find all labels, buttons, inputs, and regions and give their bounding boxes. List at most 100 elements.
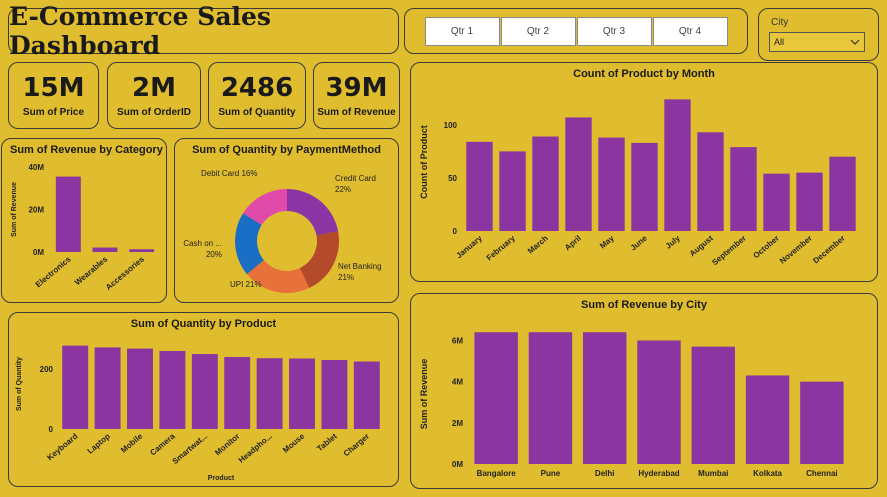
pie-slice-label: Net Banking	[338, 262, 382, 271]
bar	[697, 132, 724, 231]
quantity-by-payment-card: Sum of Quantity by PaymentMethod Credit …	[174, 138, 399, 303]
x-tick-label: Headpho...	[237, 432, 274, 465]
bar	[499, 151, 526, 231]
pie-slice	[287, 189, 339, 236]
y-tick-label: 4M	[452, 378, 463, 387]
qtr-1-button[interactable]: Qtr 1	[424, 16, 500, 46]
city-dropdown[interactable]: All	[769, 32, 865, 52]
bar	[532, 136, 559, 231]
revenue-by-category-chart: 0M 20M 40M Sum of Revenue Electronics Wearabl…	[11, 163, 155, 292]
x-tick-label: March	[526, 234, 550, 256]
page-title: E-Commerce Sales Dashboard	[9, 2, 272, 60]
x-tick-label: July	[664, 233, 682, 251]
x-tick-label: Mouse	[281, 431, 307, 455]
y-tick-label: 0M	[452, 460, 463, 469]
x-tick-label: Charger	[342, 432, 371, 459]
y-tick-label: 0	[453, 227, 458, 236]
x-tick-label: Chennai	[806, 469, 838, 478]
chart-title: Sum of Quantity by Product	[130, 318, 277, 330]
y-tick-label: 2M	[452, 419, 463, 428]
bar	[191, 354, 218, 429]
x-tick-label: Mumbai	[698, 469, 728, 478]
kpi-sum-of-orderid: 2M Sum of OrderID	[107, 62, 201, 129]
x-tick-label: December	[811, 234, 846, 266]
pie-slice	[299, 231, 339, 289]
bar	[474, 332, 518, 464]
x-tick-label: Pune	[541, 469, 561, 478]
x-tick-label: Laptop	[86, 432, 112, 456]
kpi-label: Sum of Quantity	[218, 107, 296, 118]
x-tick-label: Delhi	[595, 469, 615, 478]
bar	[466, 141, 493, 231]
bar	[664, 99, 691, 231]
x-tick-label: Mobile	[119, 431, 145, 455]
kpi-sum-of-quantity: 2486 Sum of Quantity	[208, 62, 306, 129]
kpi-sum-of-price: 15M Sum of Price	[8, 62, 99, 129]
x-tick-label: September	[710, 234, 747, 267]
bar	[127, 348, 153, 429]
quarter-slicer: Qtr 1 Qtr 2 Qtr 3 Qtr 4	[404, 8, 748, 54]
x-tick-label: November	[778, 234, 814, 266]
bar	[256, 358, 283, 429]
bar	[829, 156, 856, 231]
qtr-2-button[interactable]: Qtr 2	[500, 16, 576, 46]
y-tick-label: 100	[444, 121, 458, 130]
bar	[528, 332, 573, 464]
bar	[631, 142, 658, 231]
qtr-4-button[interactable]: Qtr 4	[652, 16, 728, 46]
bar	[129, 249, 155, 252]
y-tick-label: 6M	[452, 336, 463, 345]
city-dropdown-value: All	[774, 37, 785, 47]
pie-slice-label: 22%	[335, 185, 351, 194]
x-tick-label: Electronics	[34, 254, 73, 289]
qtr-3-button[interactable]: Qtr 3	[576, 16, 652, 46]
pie-slice-label: Credit Card	[335, 174, 376, 183]
chart-title: Sum of Quantity by PaymentMethod	[192, 144, 381, 156]
y-tick-label: 0	[49, 425, 54, 434]
x-tick-label: Tablet	[315, 431, 339, 453]
kpi-value: 39M	[325, 73, 388, 103]
x-tick-label: Kolkata	[753, 469, 782, 478]
kpi-label: Sum of OrderID	[117, 107, 191, 118]
bar	[94, 347, 121, 429]
x-tick-label: April	[563, 234, 583, 253]
city-filter-label: City	[771, 17, 789, 28]
bar	[583, 332, 627, 464]
bar	[691, 346, 735, 464]
revenue-by-city-chart: 0M 2M 4M 6M Sum of Revenue Bangalore Pune Delhi…	[419, 332, 844, 478]
pie-slice	[243, 189, 287, 225]
y-tick-label: 200	[40, 365, 54, 374]
y-tick-label: 0M	[33, 248, 44, 257]
y-axis-label: Sum of Quantity	[16, 357, 23, 411]
pie-slice-label: Debit Card 16%	[201, 169, 257, 178]
x-tick-label: October	[752, 234, 781, 261]
kpi-label: Sum of Revenue	[317, 107, 396, 118]
revenue-by-city-card: Sum of Revenue by City 0M 2M 4M 6M Sum of Re…	[410, 293, 878, 489]
chevron-down-icon	[850, 39, 860, 45]
pie-slice-label: Cash on ...	[183, 239, 222, 248]
x-tick-label: February	[485, 233, 517, 262]
product-by-month-card: Count of Product by Month 0 50 100 Count of…	[410, 62, 878, 282]
kpi-label: Sum of Price	[22, 107, 85, 118]
bar	[796, 172, 823, 231]
kpi-sum-of-revenue: 39M Sum of Revenue	[313, 62, 400, 129]
y-tick-label: 20M	[28, 206, 44, 215]
bar	[92, 247, 118, 252]
bar	[224, 357, 251, 429]
x-tick-label: August	[688, 233, 715, 258]
chart-title: Sum of Revenue by City	[581, 299, 707, 311]
revenue-by-category-card: Sum of Revenue by Category 0M 20M 40M Sum o…	[1, 138, 167, 303]
x-tick-label: Wearables	[73, 254, 110, 287]
quantity-by-payment-chart: Credit Card 22% Net Banking 21% UPI 21% Cash …	[183, 169, 382, 293]
bar	[598, 137, 625, 231]
bar	[745, 375, 790, 464]
product-by-month-chart: 0 50 100 Count of Product January February Mar…	[419, 99, 856, 267]
bar	[289, 358, 315, 429]
pie-slice	[246, 260, 310, 293]
pie-slice-label: 20%	[206, 250, 222, 259]
x-tick-label: Keyboard	[45, 432, 79, 463]
x-tick-label: Camera	[148, 431, 177, 457]
bar	[321, 360, 348, 429]
y-axis-label: Sum of Revenue	[11, 182, 18, 237]
